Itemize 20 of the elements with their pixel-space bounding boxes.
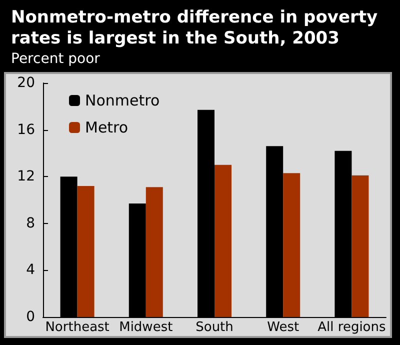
x-tick-label: South xyxy=(196,320,234,335)
chart-title: Nonmetro-metro difference in poverty rates is largest in the South, 2003 xyxy=(11,8,384,48)
legend-label: Metro xyxy=(85,118,128,136)
x-tick-label: West xyxy=(267,320,300,335)
bar xyxy=(146,187,163,317)
y-tick-label: 4 xyxy=(26,262,36,278)
chart-subtitle: Percent poor xyxy=(11,51,100,67)
y-tick-label: 20 xyxy=(17,75,35,91)
bar xyxy=(352,175,369,317)
y-tick-label: 12 xyxy=(17,168,35,185)
bar xyxy=(77,186,94,317)
x-tick-label: All regions xyxy=(318,320,386,335)
y-tick-label: 8 xyxy=(26,215,35,232)
bar xyxy=(214,164,232,317)
y-tick-label: 16 xyxy=(17,122,36,138)
bar xyxy=(283,173,300,317)
x-tick-label: Midwest xyxy=(119,320,173,335)
x-tick-label: Northeast xyxy=(45,320,110,335)
legend-label: Nonmetro xyxy=(85,92,160,110)
y-tick-label: 0 xyxy=(26,309,35,325)
